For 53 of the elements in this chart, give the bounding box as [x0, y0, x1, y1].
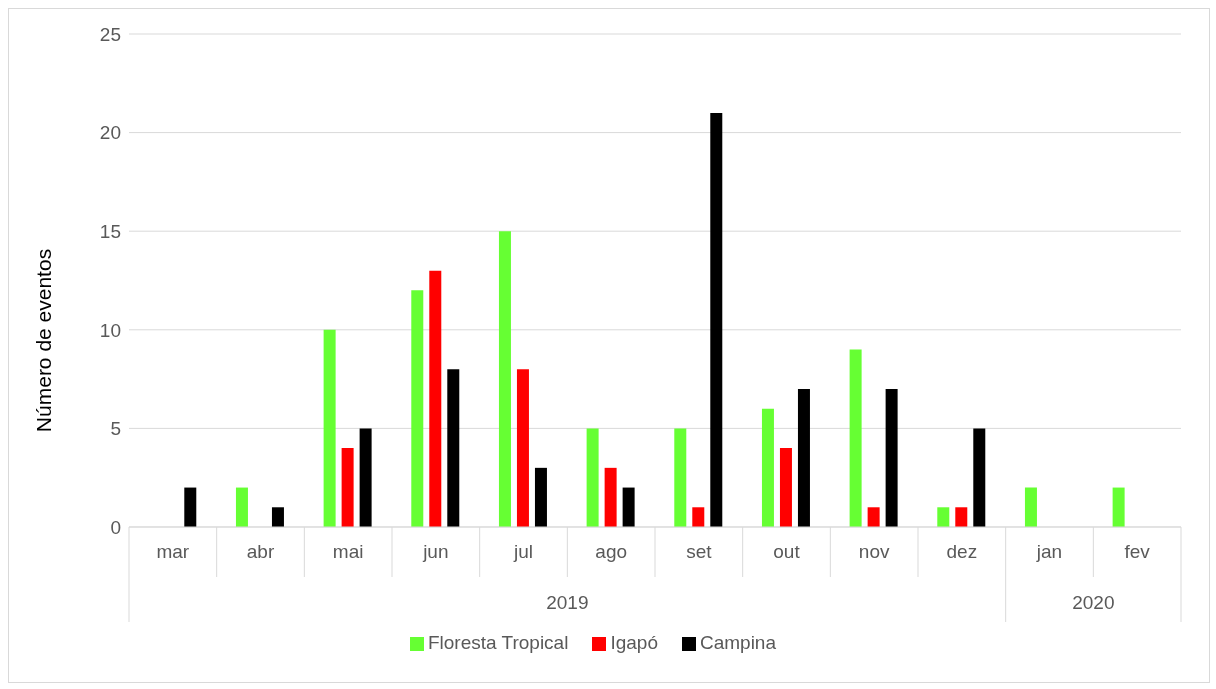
bar: [867, 507, 880, 527]
bar: [323, 329, 336, 527]
bar: [885, 388, 898, 527]
bar: [586, 428, 599, 527]
x-tick-label: abr: [246, 541, 275, 563]
bar: [271, 507, 284, 527]
y-tick-label: 5: [110, 418, 121, 440]
bar: [447, 369, 460, 527]
text: 2020: [1072, 592, 1115, 613]
bar: [498, 231, 511, 527]
x-tick-label: out: [773, 541, 801, 563]
bar: [710, 112, 723, 527]
bar: [761, 408, 774, 527]
bar: [534, 467, 547, 527]
bar: [692, 507, 705, 527]
text: 2019: [546, 592, 589, 613]
bar: [622, 487, 635, 527]
bar: [429, 270, 442, 527]
bar: [849, 349, 862, 527]
x-tick-label: jul: [512, 541, 534, 563]
bar: [359, 428, 372, 527]
legend-label: Igapó: [610, 632, 658, 653]
bar: [341, 448, 354, 527]
x-tick-label: jan: [1035, 541, 1063, 563]
bar: [1024, 487, 1037, 527]
bar: [937, 507, 950, 527]
bar: [797, 388, 810, 527]
bar: [411, 290, 424, 527]
x-tick-label: dez: [946, 541, 978, 563]
y-tick-label: 0: [110, 516, 121, 538]
x-tick-label: fev: [1124, 541, 1151, 563]
x-tick-label: ago: [595, 541, 628, 563]
bar: [779, 448, 792, 527]
bar: [955, 507, 968, 527]
y-tick-label: 25: [99, 23, 121, 45]
legend-label: Floresta Tropical: [427, 632, 569, 653]
bar: [516, 369, 529, 527]
x-tick-label: set: [686, 541, 713, 563]
y-axis-title: Número de eventos: [32, 248, 56, 433]
y-tick-label: 15: [99, 220, 121, 242]
x-tick-label: mai: [332, 541, 364, 563]
x-tick-label: mar: [156, 541, 190, 563]
bar: [235, 487, 248, 527]
bar: [604, 467, 617, 527]
bar: [1112, 487, 1125, 527]
y-tick-label: 10: [99, 319, 121, 341]
y-tick-label: 20: [99, 122, 121, 144]
bar: [674, 428, 687, 527]
bar: [973, 428, 986, 527]
bar: [184, 487, 197, 527]
x-tick-label: jun: [422, 541, 449, 563]
legend-label: Campina: [699, 632, 777, 653]
x-tick-label: nov: [858, 541, 890, 563]
